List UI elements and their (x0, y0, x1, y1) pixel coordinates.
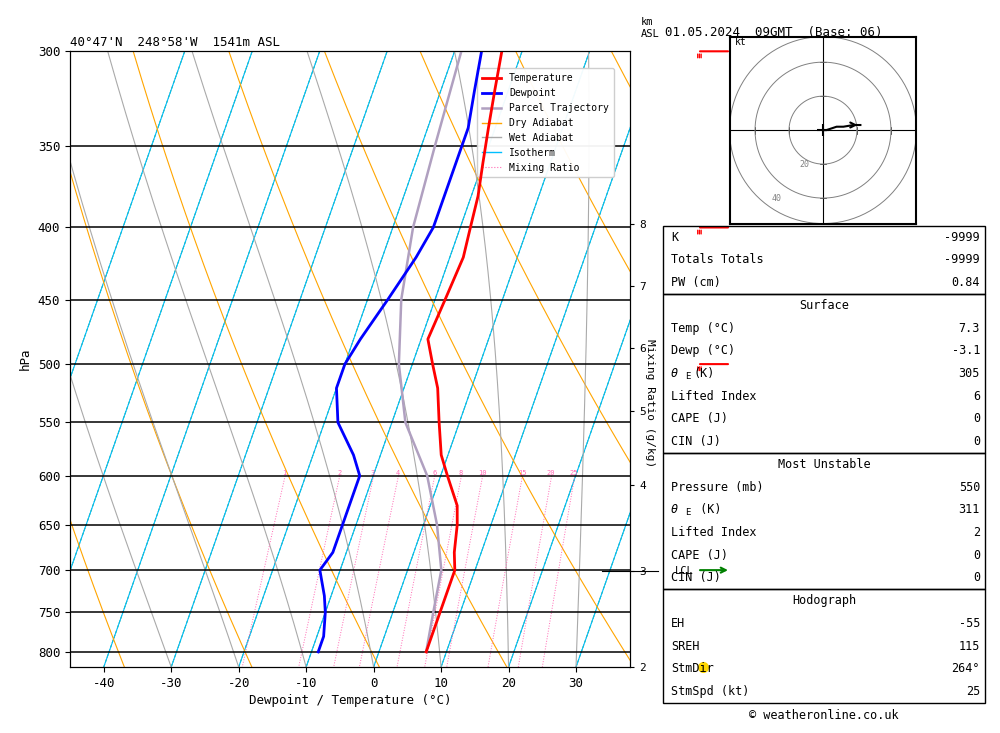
Text: CAPE (J): CAPE (J) (671, 549, 728, 561)
Text: Dewp (°C): Dewp (°C) (671, 345, 735, 357)
Text: 20: 20 (799, 161, 809, 169)
Text: Most Unstable: Most Unstable (778, 458, 870, 471)
Text: K: K (671, 231, 678, 243)
Text: Hodograph: Hodograph (792, 594, 856, 607)
Text: Lifted Index: Lifted Index (671, 390, 757, 402)
Text: 6: 6 (973, 390, 980, 402)
Text: (K): (K) (693, 367, 714, 380)
Text: 4: 4 (396, 471, 400, 476)
Text: -55: -55 (959, 617, 980, 630)
Text: 25: 25 (570, 471, 578, 476)
Text: 40: 40 (772, 194, 782, 204)
Text: 7.3: 7.3 (959, 322, 980, 334)
Text: 25: 25 (966, 685, 980, 698)
Text: © weatheronline.co.uk: © weatheronline.co.uk (749, 709, 899, 722)
Text: 0: 0 (973, 549, 980, 561)
Text: E: E (685, 508, 690, 517)
Text: EH: EH (671, 617, 685, 630)
Text: 8: 8 (459, 471, 463, 476)
Text: PW (cm): PW (cm) (671, 276, 721, 289)
Legend: Temperature, Dewpoint, Parcel Trajectory, Dry Adiabat, Wet Adiabat, Isotherm, Mi: Temperature, Dewpoint, Parcel Trajectory… (477, 68, 614, 177)
Text: Temp (°C): Temp (°C) (671, 322, 735, 334)
Text: CIN (J): CIN (J) (671, 435, 721, 448)
Text: StmDir: StmDir (671, 663, 714, 675)
Text: SREH: SREH (671, 640, 700, 652)
Text: 40°47'N  248°58'W  1541m ASL: 40°47'N 248°58'W 1541m ASL (70, 36, 280, 49)
Text: CIN (J): CIN (J) (671, 572, 721, 584)
Text: 0.84: 0.84 (952, 276, 980, 289)
Text: km
ASL: km ASL (641, 18, 660, 39)
Text: E: E (685, 372, 690, 381)
Text: θ: θ (671, 504, 678, 516)
Text: 10: 10 (478, 471, 486, 476)
Text: 311: 311 (959, 504, 980, 516)
Text: (K): (K) (693, 504, 722, 516)
Text: 550: 550 (959, 481, 980, 493)
Text: 264°: 264° (952, 663, 980, 675)
Text: CAPE (J): CAPE (J) (671, 413, 728, 425)
Text: -9999: -9999 (944, 254, 980, 266)
Text: 0: 0 (973, 413, 980, 425)
Text: Pressure (mb): Pressure (mb) (671, 481, 764, 493)
X-axis label: Dewpoint / Temperature (°C): Dewpoint / Temperature (°C) (249, 694, 451, 707)
Text: LCL: LCL (675, 566, 694, 576)
Text: 20: 20 (547, 471, 555, 476)
Text: 3: 3 (371, 471, 375, 476)
Text: 115: 115 (959, 640, 980, 652)
Text: 6: 6 (432, 471, 436, 476)
Text: θ: θ (671, 367, 678, 380)
Text: Mixing Ratio (g/kg): Mixing Ratio (g/kg) (645, 339, 655, 467)
Text: kt: kt (735, 37, 746, 47)
Text: -9999: -9999 (944, 231, 980, 243)
Text: 1: 1 (282, 471, 287, 476)
Text: Totals Totals: Totals Totals (671, 254, 764, 266)
Text: 15: 15 (518, 471, 526, 476)
Y-axis label: hPa: hPa (19, 348, 32, 370)
Text: Surface: Surface (799, 299, 849, 312)
Text: 0: 0 (973, 572, 980, 584)
Text: StmSpd (kt): StmSpd (kt) (671, 685, 749, 698)
Text: 305: 305 (959, 367, 980, 380)
Text: 2: 2 (973, 526, 980, 539)
Text: Lifted Index: Lifted Index (671, 526, 757, 539)
Text: -3.1: -3.1 (952, 345, 980, 357)
Text: 0: 0 (973, 435, 980, 448)
Text: 01.05.2024  09GMT  (Base: 06): 01.05.2024 09GMT (Base: 06) (665, 26, 883, 39)
Text: 2: 2 (337, 471, 341, 476)
